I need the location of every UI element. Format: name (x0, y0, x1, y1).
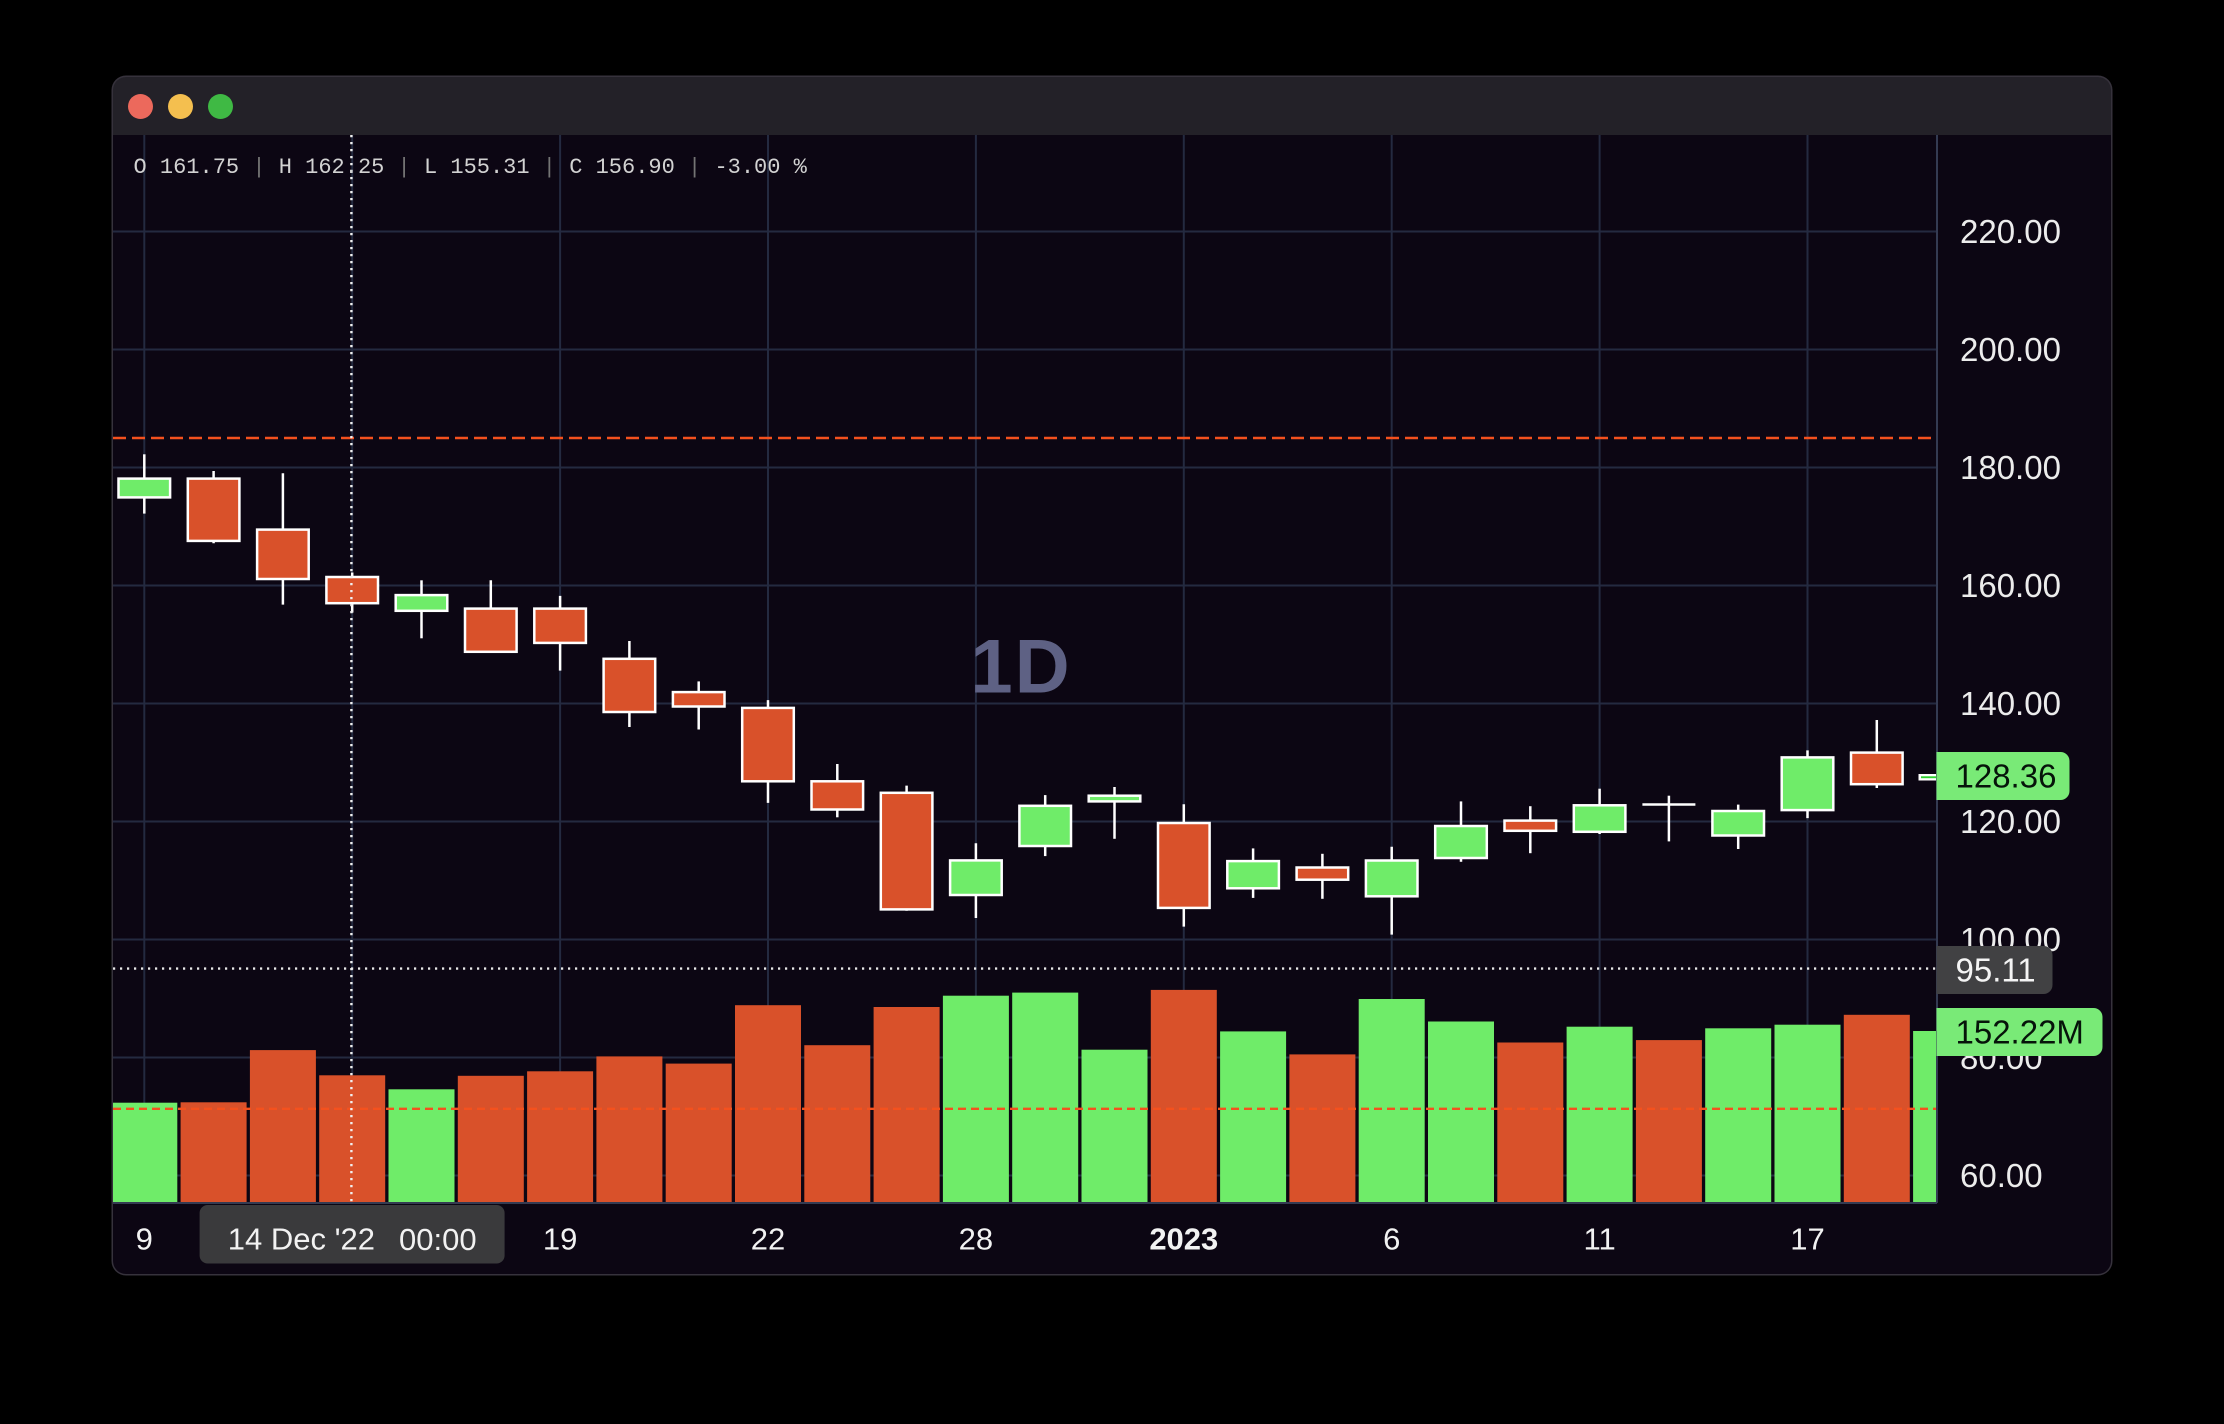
svg-text:60.00: 60.00 (1960, 1157, 2043, 1194)
svg-text:1D: 1D (970, 625, 1071, 710)
svg-text:O 161.75 | H 162.25 | L 155.31: O 161.75 | H 162.25 | L 155.31 | C 156.9… (134, 155, 808, 180)
svg-text:160.00: 160.00 (1960, 567, 2061, 604)
svg-text:140.00: 140.00 (1960, 685, 2061, 722)
svg-text:95.11: 95.11 (1956, 952, 2036, 989)
svg-text:2023: 2023 (1149, 1222, 1218, 1257)
svg-text:120.00: 120.00 (1960, 803, 2061, 840)
svg-text:6: 6 (1383, 1222, 1400, 1257)
svg-text:28: 28 (959, 1222, 993, 1257)
svg-text:22: 22 (751, 1222, 785, 1257)
svg-text:128.36: 128.36 (1956, 758, 2057, 795)
svg-text:152.22M: 152.22M (1956, 1014, 2084, 1051)
svg-text:180.00: 180.00 (1960, 449, 2061, 486)
svg-text:220.00: 220.00 (1960, 213, 2061, 250)
svg-text:19: 19 (543, 1222, 577, 1257)
svg-text:200.00: 200.00 (1960, 331, 2061, 368)
svg-text:11: 11 (1584, 1222, 1616, 1257)
svg-text:9: 9 (136, 1222, 153, 1257)
svg-text:17: 17 (1790, 1222, 1824, 1257)
